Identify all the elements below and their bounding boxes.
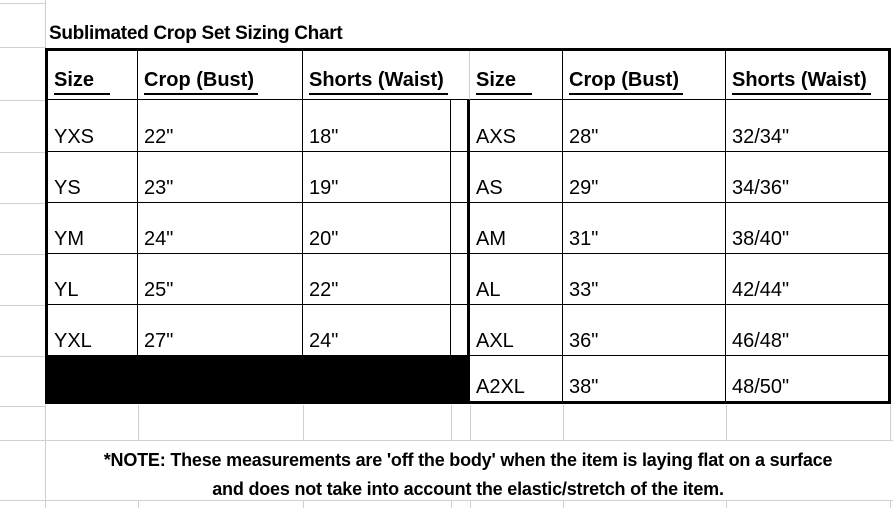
crop-bust-cell-youth[interactable]: 22" [138,100,303,152]
header-shorts-waist-adult[interactable]: Shorts (Waist) [726,51,888,100]
size-cell-adult[interactable]: AS [470,152,563,203]
gridline-vertical [451,500,452,508]
crop-bust-cell-youth[interactable]: 24" [138,203,303,254]
crop-bust-cell-adult[interactable]: 29" [563,152,726,203]
note-line-2: and does not take into account the elast… [212,479,724,499]
header-crop-bust-adult-label: Crop (Bust) [569,70,683,95]
gridline-horizontal [0,305,45,306]
crop-bust-cell-adult[interactable]: 33" [563,254,726,305]
shorts-waist-cell-adult[interactable]: 46/48" [726,305,888,356]
empty-cell [451,254,470,305]
gridline-vertical [138,405,139,440]
gridline-horizontal [0,406,45,407]
header-size-adult[interactable]: Size [470,51,563,100]
header-crop-bust-adult[interactable]: Crop (Bust) [563,51,726,100]
gridline-vertical [303,500,304,508]
note: *NOTE: These measurements are 'off the b… [45,446,891,504]
empty-cell [451,305,470,356]
size-cell-adult[interactable]: AXS [470,100,563,152]
gridline-horizontal [0,152,45,153]
sizing-table: Size Crop (Bust) Shorts (Waist) Size Cro… [45,48,891,404]
empty-cell [451,203,470,254]
shorts-waist-cell-adult[interactable]: 34/36" [726,152,888,203]
size-cell-youth[interactable]: YM [48,203,138,254]
gridline-vertical [470,405,471,440]
crop-bust-cell-adult[interactable]: 36" [563,305,726,356]
gridline-horizontal [0,47,45,48]
header-size-adult-label: Size [476,70,533,95]
gridline-horizontal [0,440,893,441]
shorts-waist-cell-youth[interactable]: 22" [303,254,451,305]
gridline-vertical [45,405,46,508]
gridline-horizontal [0,3,45,4]
shorts-waist-cell-adult[interactable]: 38/40" [726,203,888,254]
size-cell-youth[interactable]: YS [48,152,138,203]
gridline-vertical [890,500,891,508]
shorts-waist-cell-adult[interactable]: 32/34" [726,100,888,152]
crop-bust-cell-youth[interactable]: 27" [138,305,303,356]
gridline-vertical [726,500,727,508]
gridline-vertical [563,500,564,508]
crop-bust-cell-youth[interactable]: 23" [138,152,303,203]
gridline-horizontal [0,203,45,204]
shorts-waist-cell-adult[interactable]: 48/50" [726,356,888,401]
shorts-waist-cell-youth[interactable]: 24" [303,305,451,356]
header-size-youth-label: Size [54,70,111,95]
gridline-vertical [470,500,471,508]
gridline-vertical [451,405,452,440]
crop-bust-cell-youth[interactable]: 25" [138,254,303,305]
chart-title: Sublimated Crop Set Sizing Chart [49,23,343,44]
size-cell-adult[interactable]: AL [470,254,563,305]
gridline-horizontal [0,254,45,255]
gridline-vertical [45,0,46,48]
size-cell-adult[interactable]: AM [470,203,563,254]
crop-bust-cell-adult[interactable]: 31" [563,203,726,254]
size-cell-adult[interactable]: A2XL [470,356,563,401]
header-shorts-waist-adult-label: Shorts (Waist) [732,70,871,95]
gridline-vertical [563,405,564,440]
gridline-vertical [726,405,727,440]
shorts-waist-cell-youth[interactable]: 20" [303,203,451,254]
header-size-youth[interactable]: Size [48,51,138,100]
gridline-vertical [138,500,139,508]
shorts-waist-cell-youth[interactable]: 19" [303,152,451,203]
gridline-horizontal [0,356,45,357]
crop-bust-cell-adult[interactable]: 28" [563,100,726,152]
size-cell-youth[interactable]: YL [48,254,138,305]
shorts-waist-cell-youth[interactable]: 18" [303,100,451,152]
crop-bust-cell-adult[interactable]: 38" [563,356,726,401]
gridline-horizontal [0,100,45,101]
size-cell-adult[interactable]: AXL [470,305,563,356]
gridline-horizontal [0,500,893,501]
empty-cell [451,152,470,203]
blacked-out-cell [48,356,470,401]
header-crop-bust-youth[interactable]: Crop (Bust) [138,51,303,100]
header-shorts-waist-youth-label: Shorts (Waist) [309,70,448,95]
shorts-waist-cell-adult[interactable]: 42/44" [726,254,888,305]
note-line-1: *NOTE: These measurements are 'off the b… [103,450,833,470]
size-cell-youth[interactable]: YXS [48,100,138,152]
gridline-vertical [890,405,891,440]
size-cell-youth[interactable]: YXL [48,305,138,356]
gridline-vertical [303,405,304,440]
header-crop-bust-youth-label: Crop (Bust) [144,70,258,95]
empty-cell [451,100,470,152]
header-shorts-waist-youth[interactable]: Shorts (Waist) [303,51,470,100]
